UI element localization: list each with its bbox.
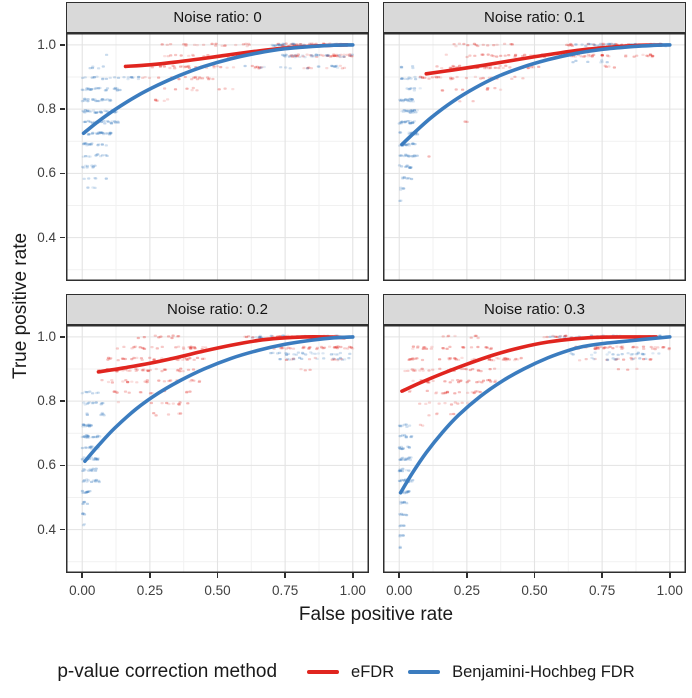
facet-panel-noise-0: [66, 33, 369, 281]
facet-strip-noise-0: Noise ratio: 0: [66, 2, 369, 33]
y-tick-mark: [60, 336, 65, 338]
x-tick-label: 0.75: [271, 583, 299, 598]
facet-strip-label: Noise ratio: 0.1: [484, 9, 585, 26]
y-tick-mark: [60, 464, 65, 467]
y-tick-label: 0.6: [37, 165, 56, 181]
y-tick-mark: [60, 44, 65, 46]
legend-item: Benjamini-Hochbeg FDR: [408, 663, 635, 682]
legend-line-swatch-blue: [408, 670, 441, 674]
y-tick-label: 0.4: [37, 521, 56, 537]
x-tick-mark: [466, 573, 468, 578]
y-tick-label: 0.4: [37, 229, 56, 245]
scatter-points-blue: [397, 334, 668, 549]
grid-major: [66, 33, 369, 281]
y-tick-mark: [60, 108, 65, 110]
x-tick-label: 0.00: [386, 583, 413, 598]
x-axis-title: False positive rate: [298, 604, 454, 625]
legend-label: Benjamini-Hochbeg FDR: [452, 662, 635, 681]
x-tick-mark: [216, 573, 219, 578]
y-tick-mark: [60, 400, 65, 402]
x-tick-label: 1.00: [656, 583, 683, 598]
legend: p-value correction method eFDR Benjamini-…: [0, 652, 692, 692]
x-tick-label: 0.75: [588, 583, 616, 598]
x-tick-mark: [81, 573, 84, 578]
facet-strip-label: Noise ratio: 0.2: [167, 301, 268, 318]
x-tick-label: 0.25: [136, 583, 163, 598]
y-tick-label: 0.8: [37, 101, 56, 117]
y-tick-mark: [60, 172, 65, 175]
legend-label: eFDR: [351, 662, 395, 681]
legend-line-swatch-red: [307, 670, 340, 674]
x-tick-mark: [284, 573, 286, 578]
facet-strip-noise-0.1: Noise ratio: 0.1: [383, 2, 686, 33]
x-tick-mark: [668, 573, 671, 578]
grid-major: [383, 33, 686, 281]
y-tick-label: 0.6: [37, 457, 56, 473]
facet-panel-noise-0.2: [66, 325, 369, 573]
x-tick-label: 0.50: [204, 583, 231, 598]
facet-strip-noise-0.3: Noise ratio: 0.3: [383, 294, 686, 325]
x-tick-mark: [149, 573, 151, 578]
facet-panel-noise-0.3: [383, 325, 686, 573]
y-tick-mark: [60, 236, 65, 239]
panel-plot-area: [66, 33, 369, 281]
panel-plot-area: [383, 325, 686, 573]
loess-curve-blue: [398, 335, 672, 495]
legend-items: eFDR Benjamini-Hochbeg FDR: [293, 663, 635, 682]
y-tick-label: 1.0: [37, 36, 56, 52]
x-tick-mark: [601, 573, 603, 578]
y-tick-label: 0.8: [37, 393, 56, 409]
x-tick-mark: [351, 573, 354, 578]
x-tick-mark: [533, 573, 536, 578]
y-tick-mark: [60, 528, 65, 531]
loess-curve-red: [96, 334, 347, 374]
loess-curve-red: [400, 335, 659, 393]
loess-curve-blue: [400, 43, 672, 147]
facet-strip-label: Noise ratio: 0: [173, 9, 262, 26]
panel-plot-area: [66, 325, 369, 573]
x-tick-label: 0.50: [521, 583, 548, 598]
y-tick-label: 1.0: [37, 328, 56, 344]
legend-title: p-value correction method: [57, 661, 278, 682]
x-tick-label: 0.25: [453, 583, 480, 598]
facet-strip-noise-0.2: Noise ratio: 0.2: [66, 294, 369, 325]
x-tick-label: 0.00: [69, 583, 96, 598]
x-tick-mark: [398, 573, 401, 578]
y-axis-title: True positive rate: [10, 232, 31, 380]
facet-panel-noise-0.1: [383, 33, 686, 281]
x-tick-label: 1.00: [339, 583, 366, 598]
facet-strip-label: Noise ratio: 0.3: [484, 301, 585, 318]
legend-item: eFDR: [307, 663, 394, 682]
loess-curve-blue: [83, 335, 355, 464]
grid-major: [383, 325, 686, 573]
loess-curve-blue: [81, 43, 355, 136]
panel-plot-area: [383, 33, 686, 281]
